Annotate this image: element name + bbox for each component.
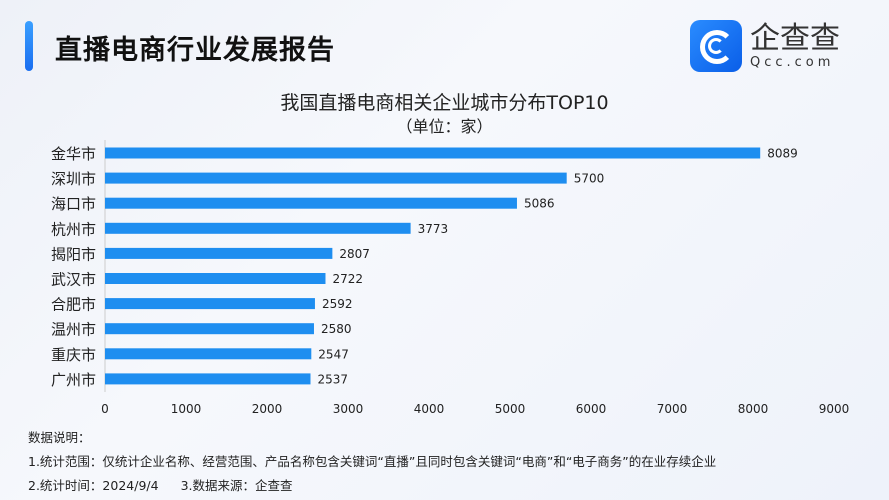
bar bbox=[105, 147, 761, 159]
category-label: 杭州市 bbox=[51, 220, 96, 238]
bar bbox=[105, 172, 567, 184]
category-label: 武汉市 bbox=[51, 271, 96, 289]
category-label: 广州市 bbox=[51, 371, 96, 389]
data-label: 3773 bbox=[418, 222, 449, 236]
bar bbox=[105, 348, 312, 360]
data-label: 5086 bbox=[524, 197, 555, 211]
qcc-logo: 企查查 Qcc.com bbox=[690, 20, 840, 72]
x-tick-label: 8000 bbox=[738, 402, 769, 416]
category-label: 揭阳市 bbox=[51, 245, 96, 263]
data-notes: 数据说明： 1.统计范围：仅统计企业名称、经营范围、产品名称包含关键词“直播”且… bbox=[28, 426, 716, 498]
logo-name: 企查查 bbox=[750, 20, 840, 56]
x-tick-label: 3000 bbox=[333, 402, 364, 416]
chart-subtitle: （单位：家） bbox=[396, 117, 493, 136]
data-label: 2547 bbox=[318, 347, 349, 361]
qcc-logo-icon bbox=[690, 20, 742, 72]
category-label: 深圳市 bbox=[51, 170, 96, 188]
x-tick-label: 0 bbox=[101, 402, 109, 416]
bar bbox=[105, 222, 411, 234]
x-tick-label: 4000 bbox=[414, 402, 445, 416]
x-tick-label: 5000 bbox=[495, 402, 526, 416]
notes-line-2b: 3.数据来源：企查查 bbox=[180, 478, 293, 493]
category-label: 金华市 bbox=[51, 145, 96, 163]
notes-line-1: 1.统计范围：仅统计企业名称、经营范围、产品名称包含关键词“直播”且同时包含关键… bbox=[28, 454, 717, 469]
chart-title: 我国直播电商相关企业城市分布TOP10 bbox=[280, 92, 609, 114]
data-label: 2807 bbox=[339, 247, 370, 261]
category-label: 重庆市 bbox=[51, 346, 96, 364]
bar bbox=[105, 373, 311, 385]
data-label: 2537 bbox=[317, 372, 348, 386]
data-label: 2580 bbox=[321, 322, 352, 336]
bar bbox=[105, 298, 315, 310]
x-tick-label: 7000 bbox=[657, 402, 688, 416]
data-label: 2592 bbox=[322, 297, 353, 311]
notes-heading: 数据说明： bbox=[28, 430, 91, 445]
bar bbox=[105, 273, 326, 284]
x-tick-label: 1000 bbox=[171, 402, 202, 416]
category-label: 合肥市 bbox=[51, 296, 96, 314]
data-label: 8089 bbox=[767, 147, 798, 161]
data-label: 2722 bbox=[332, 272, 363, 286]
x-tick-label: 9000 bbox=[819, 402, 850, 416]
report-title: 直播电商行业发展报告 bbox=[55, 35, 335, 66]
category-label: 海口市 bbox=[51, 195, 96, 213]
logo-domain: Qcc.com bbox=[750, 54, 835, 70]
x-tick-label: 6000 bbox=[576, 402, 607, 416]
bar bbox=[105, 323, 314, 335]
data-label: 5700 bbox=[574, 172, 605, 186]
bar bbox=[105, 197, 517, 209]
title-accent-bar bbox=[25, 21, 33, 71]
x-tick-label: 2000 bbox=[252, 402, 283, 416]
category-label: 温州市 bbox=[51, 321, 96, 339]
bar bbox=[105, 247, 333, 259]
notes-line-2a: 2.统计时间：2024/9/4 bbox=[28, 478, 159, 493]
